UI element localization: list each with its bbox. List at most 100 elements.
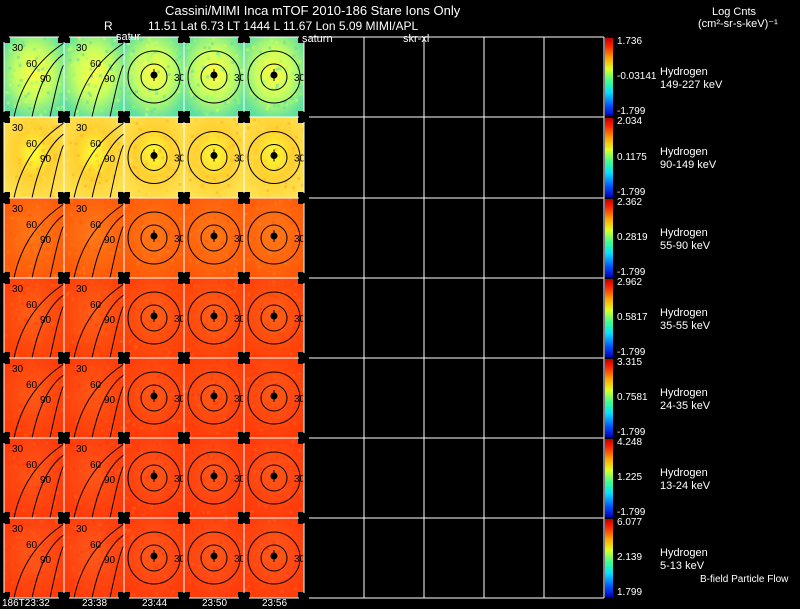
- r-label: R: [104, 20, 113, 33]
- energy-label: 90-149 keV: [660, 159, 716, 172]
- species-label: Hydrogen: [660, 467, 708, 480]
- contour-label: 60: [26, 460, 38, 471]
- contour-label: 60: [90, 59, 102, 70]
- saturn-label-2: saturn: [302, 33, 333, 46]
- colorbar-max-label: 1.736: [617, 37, 642, 47]
- image-panel: 306090: [64, 117, 124, 198]
- colorbar: [605, 519, 613, 597]
- colorbar: [605, 279, 613, 357]
- image-panel: 306090: [4, 37, 64, 117]
- contour-label: 90: [40, 235, 52, 246]
- colorbar: [605, 199, 613, 277]
- energy-label: 35-55 keV: [660, 320, 710, 333]
- species-label: Hydrogen: [660, 66, 708, 79]
- image-panel: 30: [244, 438, 306, 518]
- image-panel: 30: [124, 518, 186, 598]
- contour-label: 30: [12, 123, 24, 134]
- contour-label: 60: [26, 220, 38, 231]
- time-label: 23:38: [82, 599, 107, 609]
- contour-label: 90: [40, 555, 52, 566]
- species-label: Hydrogen: [660, 307, 708, 320]
- image-panel: 306090: [64, 518, 124, 598]
- colorbar-mid-label: -0.03141: [617, 72, 656, 82]
- colorbar-mid-label: 0.1175: [617, 153, 647, 163]
- contour-label: 30: [12, 524, 24, 535]
- contour-label: 90: [40, 395, 52, 406]
- image-panel: 306090: [64, 198, 124, 278]
- image-panel: 30: [244, 278, 306, 358]
- time-label: 186T23:32: [2, 599, 50, 609]
- image-panel: 30: [184, 278, 246, 358]
- energy-label: 149-227 keV: [660, 79, 722, 92]
- plot-title: Cassini/MIMI Inca mTOF 2010-186 Stare Io…: [165, 4, 460, 17]
- time-label: 23:50: [202, 599, 227, 609]
- contour-label: 30: [76, 123, 88, 134]
- colorbar: [605, 439, 613, 517]
- contour-label: 30: [12, 284, 24, 295]
- colorbar-mid-label: 2.139: [617, 553, 642, 563]
- contour-label: 60: [26, 59, 38, 70]
- coords-line: 11.51 Lat 6.73 LT 1444 L 11.67 Lon 5.09 …: [148, 20, 418, 33]
- image-panel: 30: [244, 37, 306, 117]
- contour-label: 30: [12, 444, 24, 455]
- contour-label: 60: [26, 300, 38, 311]
- colorbar-max-label: 4.248: [617, 438, 642, 448]
- colorbar-mid-label: 0.2819: [617, 233, 648, 243]
- colorbar-max-label: 2.034: [617, 117, 642, 127]
- image-panel: 306090: [64, 358, 124, 438]
- image-panel: 306090: [64, 438, 124, 518]
- species-label: Hydrogen: [660, 387, 708, 400]
- image-panel: 30: [184, 358, 246, 438]
- image-panel: 306090: [64, 37, 124, 117]
- contour-label: 60: [90, 220, 102, 231]
- energy-label: 5-13 keV: [660, 560, 704, 573]
- contour-label: 60: [90, 139, 102, 150]
- contour-label: 30: [12, 204, 24, 215]
- energy-label: 24-35 keV: [660, 400, 710, 413]
- contour-label: 90: [40, 154, 52, 165]
- colorbar-max-label: 3.315: [617, 358, 642, 368]
- contour-label: 90: [40, 475, 52, 486]
- image-panel: 30: [244, 518, 306, 598]
- image-panel: 30: [124, 198, 186, 278]
- contour-label: 30: [76, 524, 88, 535]
- image-panel: 30: [184, 37, 246, 117]
- image-panel: 30: [184, 117, 246, 198]
- contour-label: 60: [26, 540, 38, 551]
- contour-label: 90: [104, 74, 116, 85]
- contour-label: 60: [90, 540, 102, 551]
- contour-label: 90: [104, 235, 116, 246]
- image-panel: 30: [244, 117, 306, 198]
- image-panel: 30: [184, 198, 246, 278]
- contour-label: 30: [76, 43, 88, 54]
- footer-note: B-field Particle Flow: [700, 573, 788, 586]
- colorbar: [605, 359, 613, 437]
- species-label: Hydrogen: [660, 547, 708, 560]
- image-panel: 30: [244, 358, 306, 438]
- energy-label: 13-24 keV: [660, 480, 710, 493]
- contour-label: 30: [12, 43, 24, 54]
- colorbar: [605, 38, 613, 116]
- image-panel: 30: [124, 358, 186, 438]
- image-panel: 30: [184, 518, 246, 598]
- contour-label: 90: [104, 154, 116, 165]
- image-panel: 306090: [4, 198, 64, 278]
- time-label: 23:44: [142, 599, 167, 609]
- contour-label: 60: [90, 460, 102, 471]
- image-panel: 306090: [4, 358, 64, 438]
- image-panel: 30: [244, 198, 306, 278]
- image-panel: 30: [124, 117, 186, 198]
- image-panel: 30: [124, 278, 186, 358]
- colorbar-mid-label: 0.7581: [617, 393, 648, 403]
- image-panel: 306090: [4, 278, 64, 358]
- time-label: 23:56: [262, 599, 287, 609]
- contour-label: 90: [104, 475, 116, 486]
- image-panel: 306090: [4, 117, 64, 198]
- colorbar-mid-label: 0.5817: [617, 313, 648, 323]
- contour-label: 90: [104, 315, 116, 326]
- contour-label: 30: [76, 284, 88, 295]
- species-label: Hydrogen: [660, 146, 708, 159]
- skr-label: skr-xl: [403, 33, 429, 46]
- contour-label: 60: [26, 380, 38, 391]
- image-panel: 306090: [64, 278, 124, 358]
